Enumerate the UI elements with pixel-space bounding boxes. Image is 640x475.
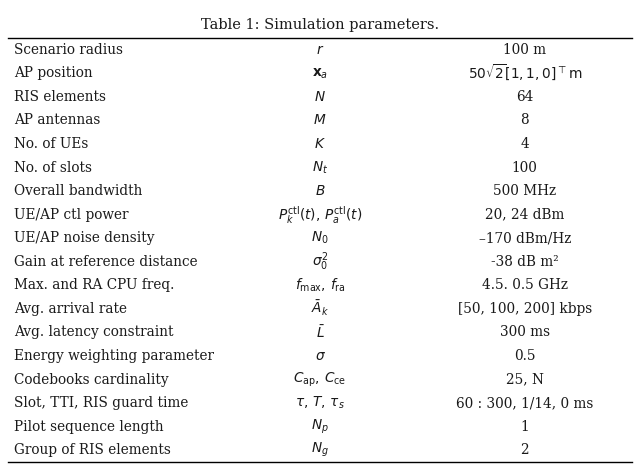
Text: [50, 100, 200] kbps: [50, 100, 200] kbps <box>458 302 592 316</box>
Text: -38 dB m²: -38 dB m² <box>491 255 559 269</box>
Text: $\sigma_0^2$: $\sigma_0^2$ <box>312 250 328 273</box>
Text: $P_k^{\mathrm{ctl}}(t),\,P_a^{\mathrm{ctl}}(t)$: $P_k^{\mathrm{ctl}}(t),\,P_a^{\mathrm{ct… <box>278 204 362 226</box>
Text: $N$: $N$ <box>314 90 326 104</box>
Text: 25, N: 25, N <box>506 372 544 387</box>
Text: 500 MHz: 500 MHz <box>493 184 556 198</box>
Text: 0.5: 0.5 <box>514 349 536 363</box>
Text: Scenario radius: Scenario radius <box>14 43 123 57</box>
Text: Pilot sequence length: Pilot sequence length <box>14 420 164 434</box>
Text: 2: 2 <box>520 443 529 457</box>
Text: RIS elements: RIS elements <box>14 90 106 104</box>
Text: $50\sqrt{2}[1,1,0]^{\top}\mathrm{m}$: $50\sqrt{2}[1,1,0]^{\top}\mathrm{m}$ <box>468 63 582 84</box>
Text: AP antennas: AP antennas <box>14 114 100 127</box>
Text: 64: 64 <box>516 90 534 104</box>
Text: UE/AP noise density: UE/AP noise density <box>14 231 155 245</box>
Text: $f_{\mathrm{max}},\,f_{\mathrm{ra}}$: $f_{\mathrm{max}},\,f_{\mathrm{ra}}$ <box>294 276 346 294</box>
Text: Max. and RA CPU freq.: Max. and RA CPU freq. <box>14 278 175 292</box>
Text: $\mathbf{x}_a$: $\mathbf{x}_a$ <box>312 66 328 81</box>
Text: $N_t$: $N_t$ <box>312 159 328 176</box>
Text: Avg. arrival rate: Avg. arrival rate <box>14 302 127 316</box>
Text: $N_p$: $N_p$ <box>311 418 329 436</box>
Text: Codebooks cardinality: Codebooks cardinality <box>14 372 169 387</box>
Text: 4.5. 0.5 GHz: 4.5. 0.5 GHz <box>482 278 568 292</box>
Text: 300 ms: 300 ms <box>500 325 550 340</box>
Text: Avg. latency constraint: Avg. latency constraint <box>14 325 173 340</box>
Text: No. of slots: No. of slots <box>14 161 92 174</box>
Text: $N_0$: $N_0$ <box>311 230 329 247</box>
Text: Group of RIS elements: Group of RIS elements <box>14 443 171 457</box>
Text: 1: 1 <box>520 420 529 434</box>
Text: 60 : 300, 1/14, 0 ms: 60 : 300, 1/14, 0 ms <box>456 396 593 410</box>
Text: Overall bandwidth: Overall bandwidth <box>14 184 143 198</box>
Text: $r$: $r$ <box>316 43 324 57</box>
Text: 100: 100 <box>512 161 538 174</box>
Text: $C_{\mathrm{ap}},\,C_{\mathrm{ce}}$: $C_{\mathrm{ap}},\,C_{\mathrm{ce}}$ <box>293 370 347 389</box>
Text: $B$: $B$ <box>315 184 325 198</box>
Text: 100 m: 100 m <box>503 43 547 57</box>
Text: Energy weighting parameter: Energy weighting parameter <box>14 349 214 363</box>
Text: Gain at reference distance: Gain at reference distance <box>14 255 198 269</box>
Text: $\sigma$: $\sigma$ <box>314 349 326 363</box>
Text: UE/AP ctl power: UE/AP ctl power <box>14 208 129 222</box>
Text: 8: 8 <box>520 114 529 127</box>
Text: –170 dBm/Hz: –170 dBm/Hz <box>479 231 571 245</box>
Text: $\bar{A}_k$: $\bar{A}_k$ <box>311 299 329 318</box>
Text: AP position: AP position <box>14 66 93 80</box>
Text: $M$: $M$ <box>314 114 326 127</box>
Text: Slot, TTI, RIS guard time: Slot, TTI, RIS guard time <box>14 396 188 410</box>
Text: 20, 24 dBm: 20, 24 dBm <box>485 208 564 222</box>
Text: 4: 4 <box>520 137 529 151</box>
Text: $\bar{L}$: $\bar{L}$ <box>316 324 324 341</box>
Text: $\tau,\,T,\,\tau_s$: $\tau,\,T,\,\tau_s$ <box>295 395 345 411</box>
Text: Table 1: Simulation parameters.: Table 1: Simulation parameters. <box>201 18 439 32</box>
Text: $K$: $K$ <box>314 137 326 151</box>
Text: $N_g$: $N_g$ <box>311 441 329 459</box>
Text: No. of UEs: No. of UEs <box>14 137 88 151</box>
